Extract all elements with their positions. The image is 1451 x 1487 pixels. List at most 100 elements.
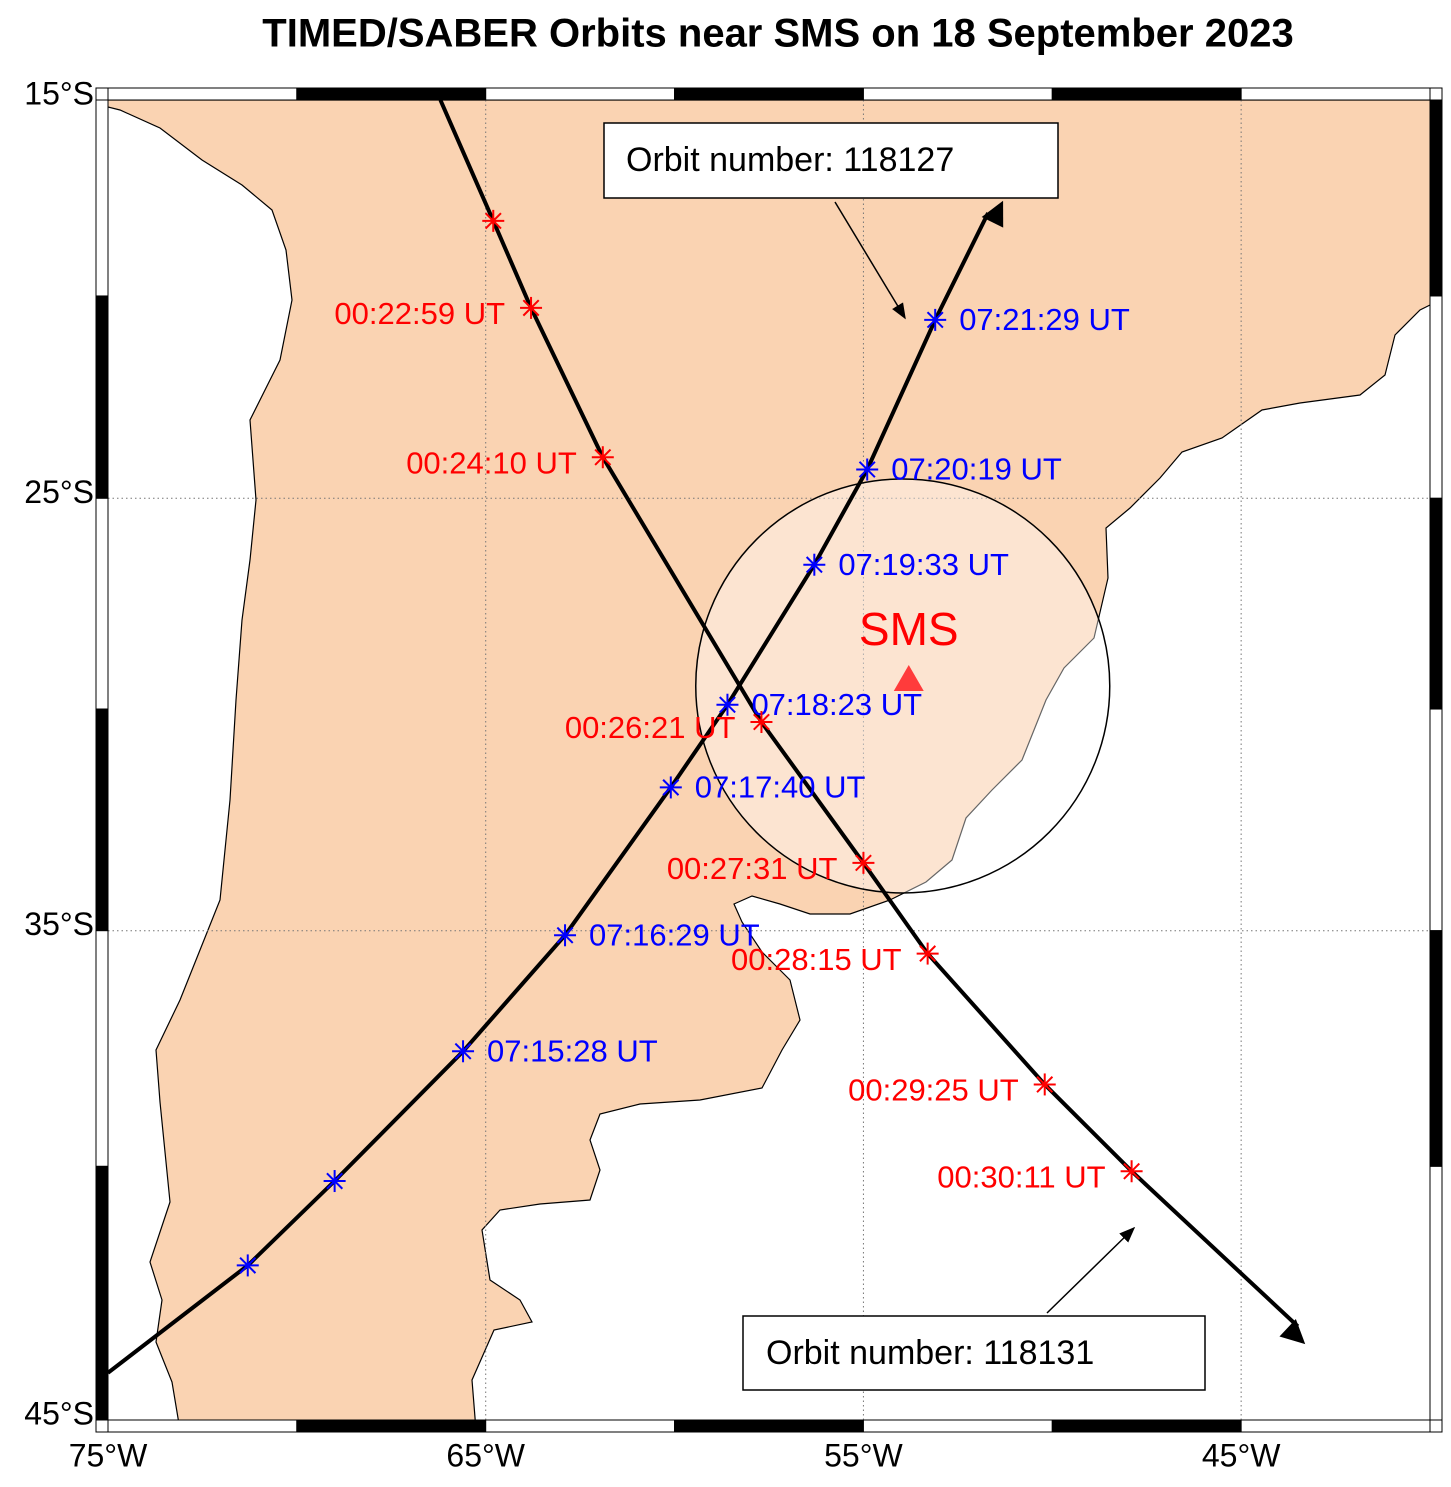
map-frame	[95, 87, 1443, 1433]
frame-segment	[95, 497, 109, 710]
y-tick-label: 45°S	[24, 1395, 94, 1431]
orbit-point	[482, 209, 505, 232]
orbit-time-label: 00:28:15 UT	[731, 942, 902, 977]
orbit-time-label: 07:18:23 UT	[751, 687, 922, 722]
orbit-point-stroke	[594, 448, 612, 466]
frame-segment	[674, 1419, 864, 1433]
orbit-track	[438, 100, 1306, 1345]
orbit-time-label: 07:15:28 UT	[487, 1033, 658, 1068]
frame-segment	[862, 1419, 1053, 1433]
annotation-arrow	[834, 201, 906, 320]
orbit-time-label: 07:19:33 UT	[838, 547, 1009, 582]
orbit-time-label: 00:27:31 UT	[667, 851, 838, 886]
frame-segment	[95, 1165, 109, 1421]
orbit-time-label: 00:30:11 UT	[937, 1159, 1105, 1194]
orbit-point	[924, 308, 947, 331]
frame-segment	[95, 930, 109, 1167]
frame-segment	[862, 87, 1053, 101]
x-tick-label: 75°W	[69, 1437, 148, 1473]
annotation-text: Orbit number: 118131	[766, 1334, 1094, 1372]
orbit-time-label: 07:17:40 UT	[695, 770, 866, 805]
frame-border	[95, 87, 1443, 1433]
orbit-point	[520, 296, 543, 319]
frame-segment	[95, 708, 109, 932]
y-tick-label: 25°S	[24, 474, 94, 510]
frame-segment	[107, 1419, 298, 1433]
frame-segment	[1429, 1165, 1443, 1421]
orbit-point	[852, 851, 875, 874]
frame-segment	[1240, 87, 1431, 101]
y-tick-label: 15°S	[24, 75, 94, 111]
annotation-box	[742, 1315, 1206, 1391]
axis-labels: 75°W 65°W 55°W 45°W 15°S 25°S 35°S 45°S	[24, 75, 1281, 1473]
orbit-point	[659, 776, 682, 799]
orbit-point	[716, 693, 739, 716]
orbit-point-stroke	[239, 1256, 257, 1274]
orbit-point-stroke	[484, 212, 502, 230]
orbit-point-stroke	[753, 713, 770, 731]
annotation-text: Orbit number: 118127	[626, 141, 954, 179]
frame-segment	[1429, 295, 1443, 499]
frame-segment	[1240, 1419, 1431, 1433]
orbit-time-label: 00:26:21 UT	[565, 710, 736, 745]
frame-segment	[1429, 497, 1443, 710]
orbit-point-stroke	[858, 461, 876, 478]
x-tick-label: 65°W	[446, 1437, 525, 1473]
annotation-box	[603, 122, 1059, 199]
land	[108, 100, 1430, 1420]
y-tick-label: 35°S	[24, 906, 94, 942]
orbit-point	[1120, 1160, 1143, 1183]
station-marker	[893, 664, 924, 691]
orbit-point	[916, 942, 939, 965]
frame-segment	[1429, 930, 1443, 1167]
orbit-point-stroke	[662, 779, 680, 796]
overlay: SMS 07:15:28 UT 07:16:29 UT 07:17:40 UT 07:1…	[108, 100, 1306, 1375]
frame-segment	[107, 87, 298, 101]
orbit-point	[554, 924, 577, 947]
annotation-arrow	[1046, 1226, 1136, 1314]
frame-segment	[674, 87, 864, 101]
orbit-time-label: 07:16:29 UT	[589, 917, 760, 952]
annotations: Orbit number: 118127 Orbit number: 11813…	[603, 122, 1206, 1391]
orbit-point-stroke	[719, 696, 736, 714]
frame-segment	[1429, 99, 1443, 297]
orbit-point-stroke	[454, 1042, 472, 1060]
orbit-point-stroke	[522, 299, 540, 317]
orbit-point	[803, 553, 826, 576]
x-tick-label: 45°W	[1202, 1437, 1281, 1473]
orbit-point-stroke	[926, 311, 944, 329]
frame-segment	[296, 1419, 487, 1433]
frame-segment	[296, 87, 487, 101]
station-label: SMS	[859, 603, 959, 655]
frame-segment	[485, 87, 676, 101]
map-area: SMS 07:15:28 UT 07:16:29 UT 07:17:40 UT 07:1…	[108, 100, 1430, 1420]
orbit-point	[236, 1254, 259, 1277]
orbit-time-label: 00:22:59 UT	[334, 296, 505, 331]
orbit-point-stroke	[326, 1172, 344, 1190]
orbit-time-label: 00:29:25 UT	[848, 1073, 1019, 1108]
orbit-point-stroke	[1123, 1162, 1141, 1180]
orbit-point	[452, 1040, 475, 1063]
x-tick-label: 55°W	[824, 1437, 903, 1473]
orbit-point	[1033, 1073, 1056, 1096]
frame-segment	[95, 295, 109, 499]
frame-segment	[485, 1419, 676, 1433]
orbit-point	[750, 711, 773, 734]
orbit-time-label: 00:24:10 UT	[406, 445, 577, 480]
frame-segment	[1429, 708, 1443, 932]
orbit-point-stroke	[556, 926, 574, 944]
frame-segment	[1051, 1419, 1242, 1433]
orbit-point-stroke	[1036, 1076, 1054, 1093]
orbit-time-label: 07:21:29 UT	[959, 302, 1130, 337]
orbit-point-stroke	[919, 945, 937, 962]
frame-segment	[1051, 87, 1242, 101]
orbit-point	[591, 446, 614, 469]
orbit-point-stroke	[855, 854, 872, 872]
orbit-time-label: 07:20:19 UT	[891, 452, 1062, 487]
frame-segment	[95, 99, 109, 297]
orbit-point	[856, 458, 879, 481]
orbit-point-stroke	[805, 556, 823, 574]
orbit-point	[323, 1170, 346, 1193]
